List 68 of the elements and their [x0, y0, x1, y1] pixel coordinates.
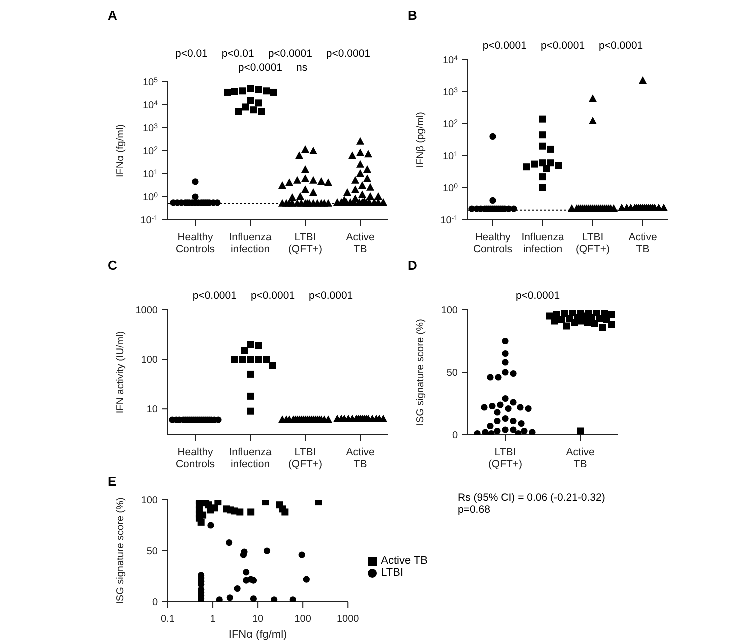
- text: p<0.0001: [250, 290, 296, 302]
- text: p<0.0001: [482, 40, 527, 52]
- y-tick-label: 50: [446, 368, 458, 379]
- x-tick-label: LTBI (QFT+): [288, 446, 323, 470]
- text: p<0.0001: [540, 40, 586, 52]
- text: p<0.0001: [309, 290, 354, 302]
- x-tick-label: Influenza infection: [522, 231, 564, 256]
- x-tick-label: Healthy Controls: [176, 446, 216, 470]
- y-tick-label: 10: [146, 404, 158, 416]
- y-tick-label: 10$^{5}$: [142, 77, 158, 88]
- y-tick-label: 100: [141, 496, 158, 506]
- x-tick-label: 10: [252, 614, 264, 625]
- y-tick-label: 1000: [136, 306, 158, 316]
- x-tick-label: Healthy Controls: [473, 231, 513, 256]
- text: p<0.0001: [599, 40, 644, 52]
- legend-label: LTBI: [381, 567, 404, 579]
- x-tick-label: Active TB: [346, 446, 375, 470]
- chart-title: A: [108, 8, 118, 25]
- x-tick-label: Active TB: [346, 231, 375, 256]
- text: p<0.01: [175, 48, 208, 60]
- y-axis-title: ISG signature score (%): [416, 319, 427, 426]
- x-tick-label: Active TB: [628, 231, 658, 256]
- y-tick-label: 10$^{4}$: [142, 100, 158, 112]
- chart-title: D: [408, 258, 418, 275]
- y-tick-label: 10$^{1}$: [142, 169, 158, 180]
- y-tick-label: 0: [152, 598, 158, 608]
- y-tick-label: 100: [141, 355, 158, 366]
- text: p<0.0001: [268, 48, 312, 60]
- x-axis-title: IFNα (fg/ml): [228, 629, 288, 641]
- x-tick-label: 1: [210, 614, 216, 625]
- y-tick-label: 10$^{4}$: [442, 55, 458, 66]
- text: p<0.0001: [238, 62, 282, 74]
- y-tick-label: 10$^{0}$: [142, 192, 158, 204]
- y-axis-title: ISG signature score (%): [116, 498, 127, 604]
- text: p<0.0001: [326, 48, 371, 60]
- y-tick-label: 10$^{0}$: [442, 183, 458, 194]
- x-tick-label: LTBI (QFT+): [576, 231, 610, 256]
- y-tick-label: 10$^{2}$: [442, 119, 458, 130]
- y-tick-label: 10$^{3}$: [142, 123, 158, 134]
- legend-label: Active TB: [381, 555, 428, 567]
- chart-title: C: [108, 258, 118, 275]
- y-tick-label: 0: [452, 430, 458, 442]
- chart-title: E: [108, 474, 118, 491]
- text: p<0.01: [222, 48, 254, 60]
- y-axis-title: IFN activity (IU/ml): [116, 331, 127, 414]
- x-tick-label: Healthy Controls: [176, 231, 216, 256]
- y-tick-label: 10$^{2}$: [142, 146, 158, 158]
- x-tick-label: 1000: [337, 614, 360, 625]
- chart-title: B: [408, 8, 418, 25]
- y-tick-label: 50: [146, 546, 158, 558]
- x-tick-label: Influenza infection: [229, 446, 272, 470]
- text: p<0.0001: [516, 290, 560, 302]
- y-tick-label: 10$^{-1}$: [440, 215, 458, 226]
- y-axis-title: IFNα (fg/ml): [116, 124, 127, 178]
- y-tick-label: 10$^{-1}$: [140, 215, 158, 226]
- x-tick-label: Active TB: [566, 446, 595, 470]
- x-tick-label: Influenza infection: [229, 231, 272, 256]
- y-tick-label: 100: [441, 306, 458, 316]
- text: p<0.0001: [192, 290, 237, 302]
- text: Rs (95% CI) = 0.06 (-0.21-0.32) p=0.68: [458, 492, 606, 516]
- x-tick-label: LTBI (QFT+): [488, 446, 523, 470]
- x-tick-label: 0.1: [161, 614, 176, 625]
- y-tick-label: 10$^{3}$: [442, 87, 458, 98]
- text: ns: [296, 62, 308, 74]
- y-axis-title: IFNβ (pg/ml): [416, 112, 427, 168]
- x-tick-label: 100: [294, 614, 312, 625]
- x-tick-label: LTBI (QFT+): [288, 231, 323, 256]
- y-tick-label: 10$^{1}$: [442, 151, 458, 162]
